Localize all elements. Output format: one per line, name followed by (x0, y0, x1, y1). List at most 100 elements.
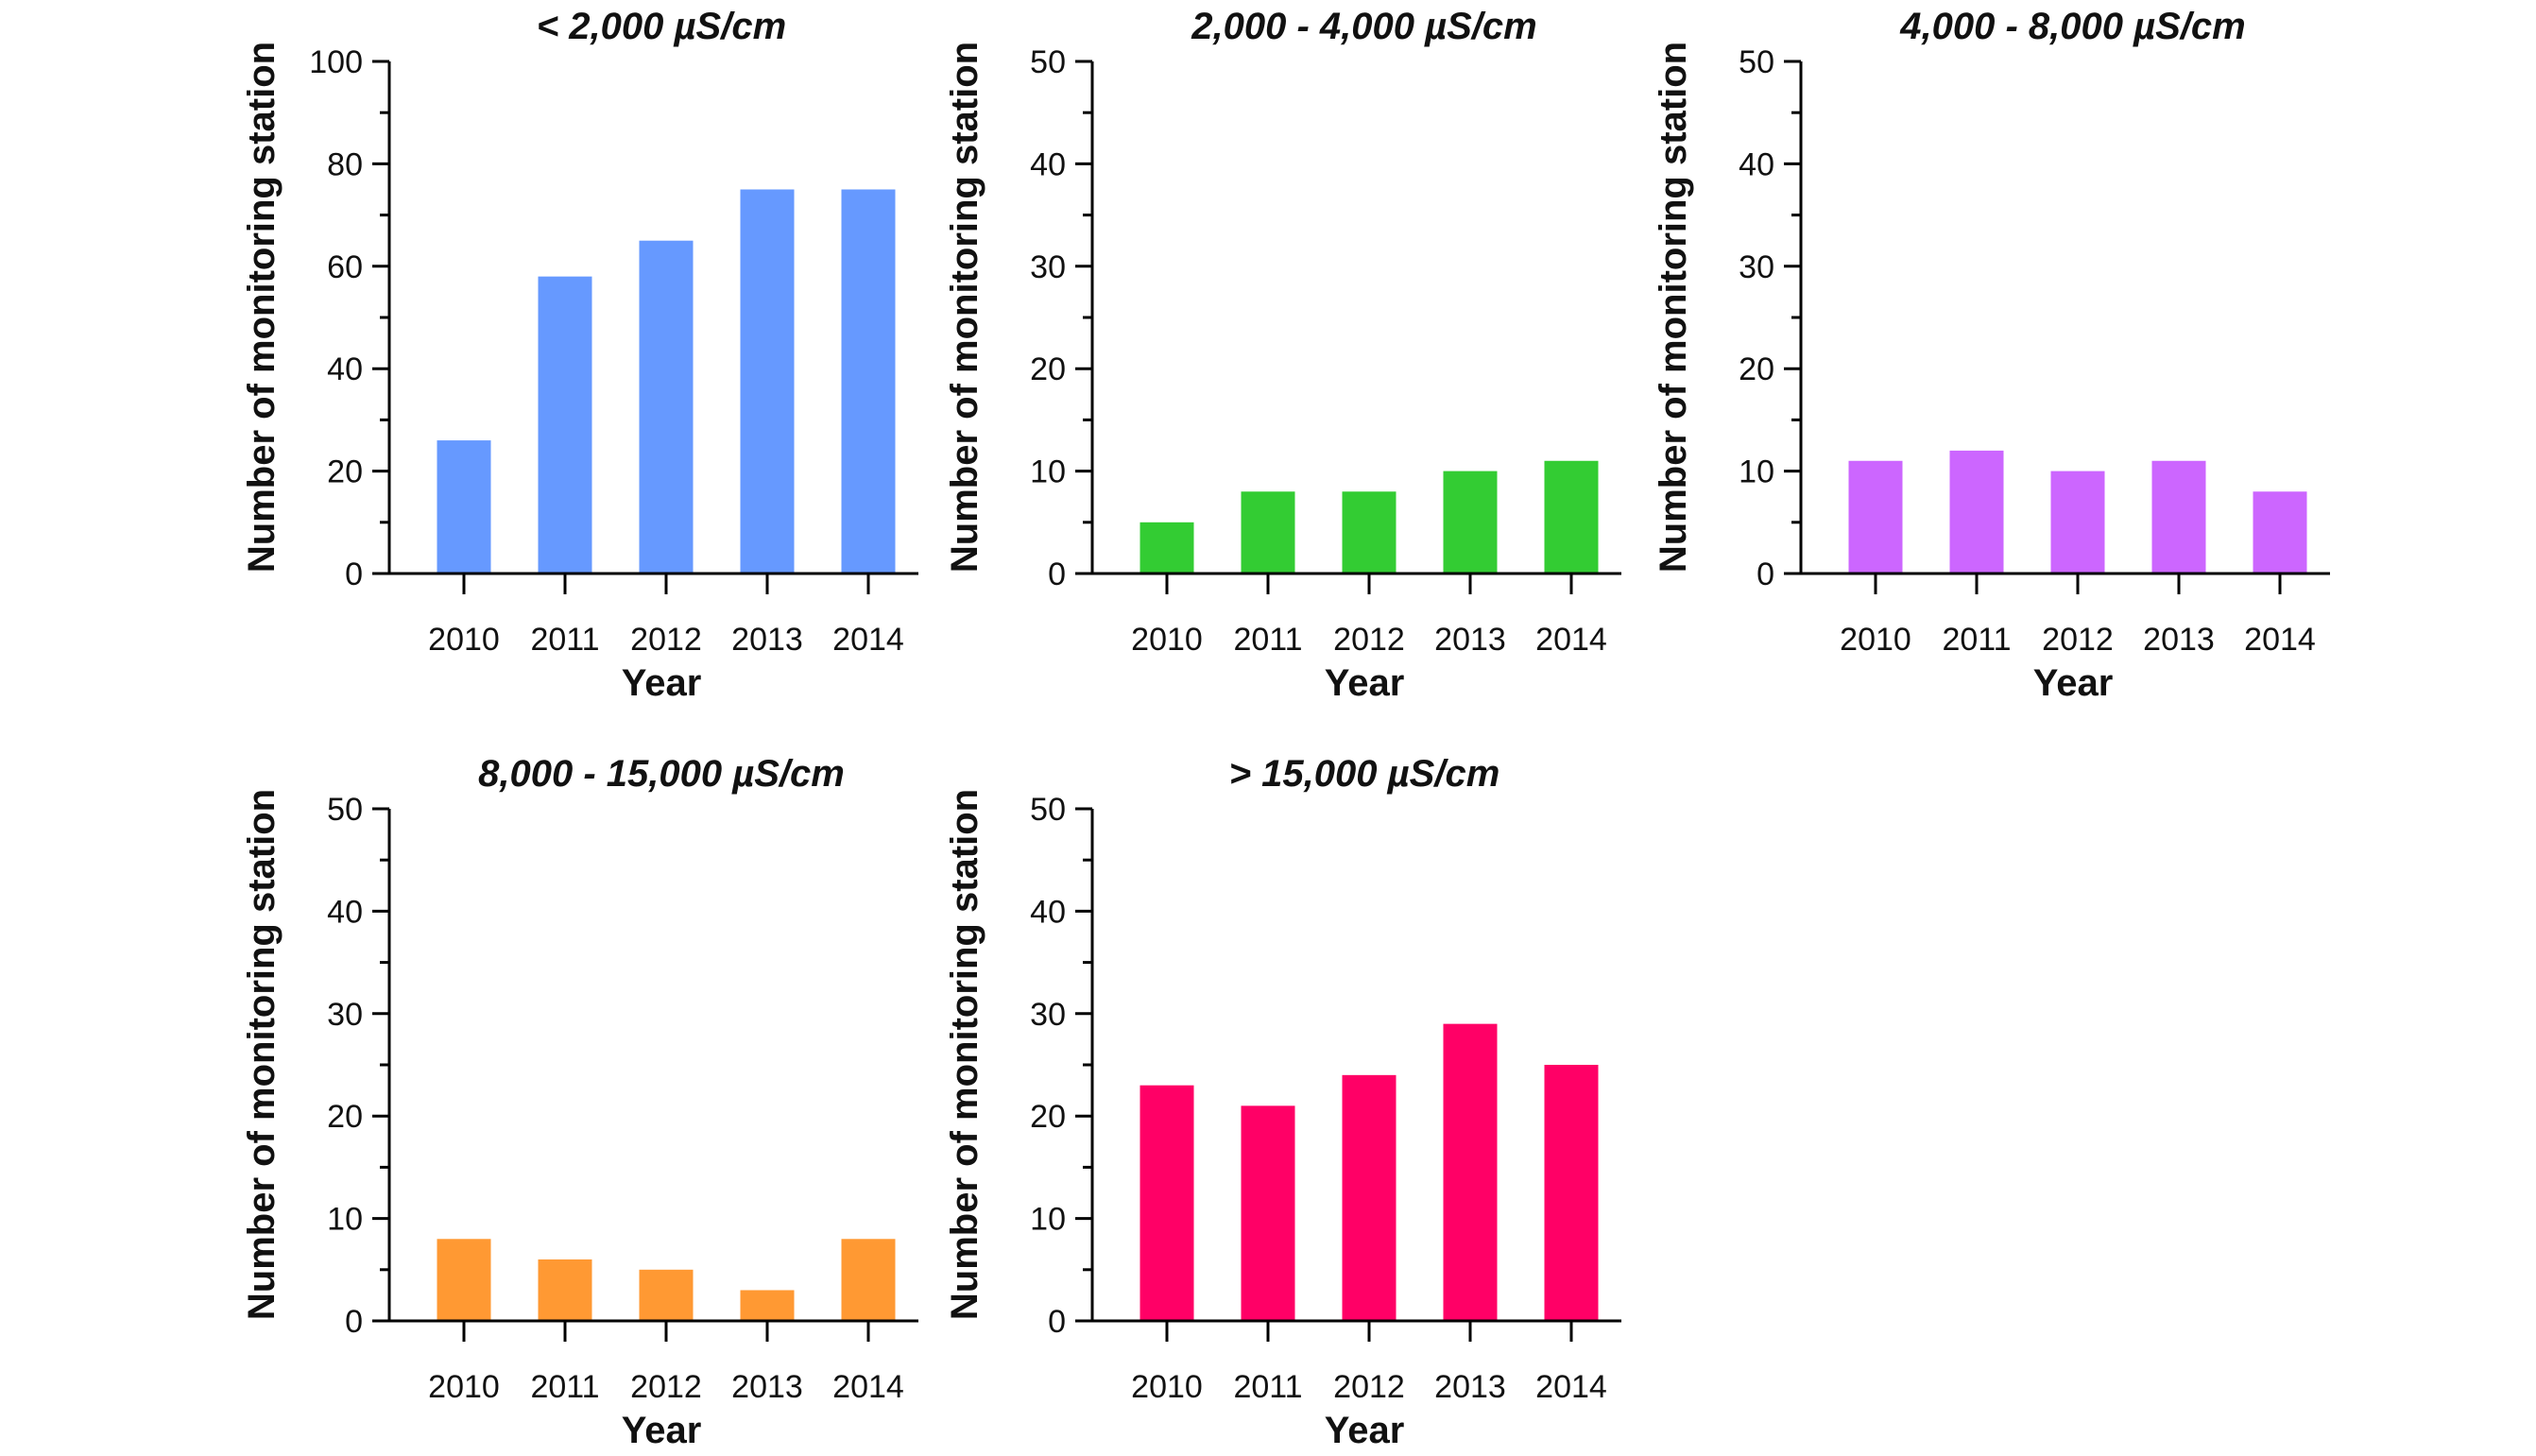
y-tick-label: 20 (327, 1099, 363, 1135)
y-tick-label: 20 (1739, 351, 1774, 387)
bar-2014 (2253, 491, 2307, 574)
y-axis-title: Number of monitoring station (944, 789, 985, 1320)
bar-2010 (1848, 460, 1903, 574)
bar-2010 (1139, 522, 1194, 574)
chart-panel-1: 0 20 40 60 80 100 2010 2011 2012 2013 2014 Year Numb… (241, 6, 918, 704)
bar-2013 (740, 1290, 795, 1321)
chart-panel-5: 0 10 20 30 40 50 2010 2011 2012 2013 2014 Year Numbe… (944, 753, 1621, 1451)
y-tick-label: 0 (1048, 557, 1066, 592)
x-axis-title: Year (1325, 1410, 1405, 1451)
y-tick-label: 30 (1030, 249, 1066, 285)
x-tick-label: 2013 (1434, 1369, 1506, 1405)
x-axis-title: Year (622, 1410, 702, 1451)
x-tick-label: 2010 (428, 1369, 500, 1405)
x-tick-label: 2010 (1840, 622, 1911, 658)
chart-title: 8,000 - 15,000 µS/cm (478, 753, 845, 795)
y-tick-label: 40 (1030, 894, 1066, 930)
bar-2014 (1544, 460, 1599, 574)
x-tick-label: 2011 (1233, 1369, 1302, 1405)
x-tick-label: 2012 (630, 1369, 702, 1405)
bar-2011 (1949, 450, 2004, 574)
bar-2010 (437, 1239, 491, 1321)
x-tick-label: 2010 (1131, 622, 1203, 658)
x-tick-label: 2013 (731, 622, 803, 658)
y-axis-title: Number of monitoring station (944, 42, 985, 573)
bar-2011 (1241, 1105, 1295, 1321)
bar-2010 (437, 440, 491, 574)
bar-2012 (2050, 471, 2105, 574)
y-tick-label: 40 (327, 351, 363, 387)
bar-2012 (1342, 1074, 1397, 1321)
chart-title: 2,000 - 4,000 µS/cm (1191, 6, 1537, 47)
bar-2012 (1342, 491, 1397, 574)
y-tick-label: 50 (327, 792, 363, 828)
bar-2012 (639, 240, 694, 574)
bar-2011 (538, 1259, 592, 1321)
bar-2014 (1544, 1065, 1599, 1321)
bar-2013 (740, 189, 795, 574)
chart-panel-3: 0 10 20 30 40 50 2010 2011 2012 2013 2014 Year Numbe… (1653, 6, 2330, 704)
chart-title: 4,000 - 8,000 µS/cm (1899, 6, 2246, 47)
y-tick-label: 0 (1048, 1304, 1066, 1340)
chart-title: < 2,000 µS/cm (537, 6, 786, 47)
bar-2011 (1241, 491, 1295, 574)
y-tick-label: 10 (1030, 454, 1066, 490)
chart-panel-4: 0 10 20 30 40 50 2010 2011 2012 2013 2014 Year Numbe… (241, 753, 918, 1451)
bar-2013 (1443, 1023, 1498, 1321)
y-axis-title: Number of monitoring station (1653, 42, 1694, 573)
x-tick-label: 2013 (731, 1369, 803, 1405)
chart-title: > 15,000 µS/cm (1229, 753, 1500, 795)
x-tick-label: 2010 (428, 622, 500, 658)
x-tick-label: 2014 (1535, 1369, 1607, 1405)
y-tick-label: 10 (1739, 454, 1774, 490)
x-tick-label: 2013 (1434, 622, 1506, 658)
y-tick-label: 50 (1030, 44, 1066, 80)
y-tick-label: 100 (309, 44, 363, 80)
x-axis-title: Year (622, 662, 702, 704)
y-tick-label: 50 (1739, 44, 1774, 80)
x-tick-label: 2012 (1333, 622, 1405, 658)
x-axis-title: Year (1325, 662, 1405, 704)
y-tick-label: 20 (1030, 351, 1066, 387)
y-tick-label: 20 (327, 454, 363, 490)
y-tick-label: 80 (327, 146, 363, 182)
bar-2014 (841, 189, 896, 574)
x-tick-label: 2010 (1131, 1369, 1203, 1405)
bar-2012 (639, 1269, 694, 1321)
y-tick-label: 40 (327, 894, 363, 930)
x-tick-label: 2011 (530, 622, 599, 658)
bar-2010 (1139, 1085, 1194, 1321)
bar-2013 (1443, 471, 1498, 574)
y-axis-title: Number of monitoring station (241, 42, 283, 573)
y-axis-title: Number of monitoring station (241, 789, 283, 1320)
y-tick-label: 0 (345, 557, 363, 592)
y-tick-label: 10 (327, 1202, 363, 1238)
x-tick-label: 2014 (832, 622, 904, 658)
y-tick-label: 30 (1030, 997, 1066, 1033)
bar-2011 (538, 276, 592, 574)
x-tick-label: 2014 (1535, 622, 1607, 658)
y-tick-label: 10 (1030, 1202, 1066, 1238)
x-tick-label: 2011 (530, 1369, 599, 1405)
x-tick-label: 2012 (1333, 1369, 1405, 1405)
x-tick-label: 2013 (2143, 622, 2215, 658)
bar-2014 (841, 1239, 896, 1321)
y-tick-label: 50 (1030, 792, 1066, 828)
x-tick-label: 2014 (832, 1369, 904, 1405)
y-tick-label: 30 (327, 997, 363, 1033)
y-tick-label: 60 (327, 249, 363, 285)
x-axis-title: Year (2033, 662, 2114, 704)
y-tick-label: 0 (345, 1304, 363, 1340)
bar-2013 (2151, 460, 2206, 574)
x-tick-label: 2012 (630, 622, 702, 658)
y-tick-label: 0 (1756, 557, 1774, 592)
x-tick-label: 2012 (2042, 622, 2114, 658)
y-tick-label: 20 (1030, 1099, 1066, 1135)
y-tick-label: 40 (1030, 146, 1066, 182)
x-tick-label: 2011 (1233, 622, 1302, 658)
y-tick-label: 40 (1739, 146, 1774, 182)
x-tick-label: 2014 (2244, 622, 2316, 658)
y-tick-label: 30 (1739, 249, 1774, 285)
chart-panel-2: 0 10 20 30 40 50 2010 2011 2012 2013 2014 Year Numbe… (944, 6, 1621, 704)
